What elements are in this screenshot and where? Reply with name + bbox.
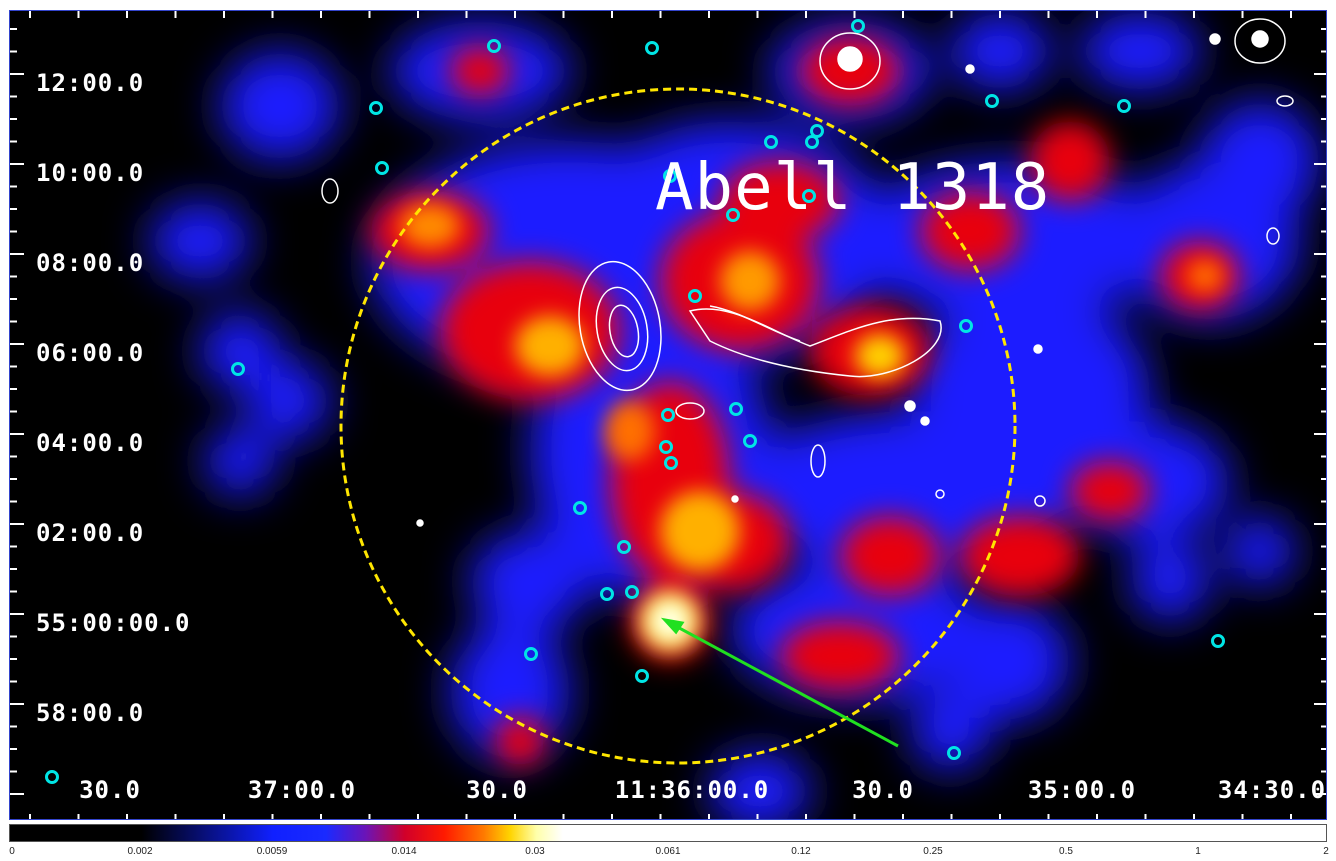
galaxy-marker (729, 402, 743, 416)
galaxy-marker (947, 746, 961, 760)
galaxy-marker (487, 39, 501, 53)
galaxy-marker (726, 208, 740, 222)
colorbar-tick: 0 (9, 846, 15, 857)
ra-label-5: 30.0 (852, 776, 914, 804)
dec-label-6: 02:00.0 (36, 519, 145, 547)
colorbar-tick: 0.0059 (256, 846, 288, 857)
galaxy-marker (635, 669, 649, 683)
galaxy-marker (1211, 634, 1225, 648)
galaxy-marker (764, 135, 778, 149)
galaxy-marker (573, 501, 587, 515)
colorbar (9, 824, 1327, 842)
ra-label-1: 30.0 (79, 776, 141, 804)
galaxy-marker (743, 434, 757, 448)
ra-label-3: 30.0 (466, 776, 528, 804)
galaxy-marker (1117, 99, 1131, 113)
galaxy-marker (985, 94, 999, 108)
ra-label-2: 37:00.0 (247, 776, 357, 804)
galaxy-marker (802, 189, 816, 203)
galaxy-marker (524, 647, 538, 661)
colorbar-tick: 0.061 (655, 846, 681, 857)
axis-ticks (10, 11, 1326, 819)
dec-label-7: 55:00:00.0 (36, 609, 191, 637)
galaxy-marker (688, 289, 702, 303)
galaxy-marker (661, 408, 675, 422)
dec-label-1: 12:00.0 (36, 69, 145, 97)
radio-contours (321, 18, 1294, 527)
galaxy-marker (375, 161, 389, 175)
dec-label-4: 06:00.0 (36, 339, 145, 367)
galaxy-marker (600, 587, 614, 601)
ra-label-4: 11:36:00.0 (614, 776, 770, 804)
colorbar-tick: 0.03 (525, 846, 545, 857)
dec-label-2: 10:00.0 (36, 159, 145, 187)
colorbar-tick: 0.25 (923, 846, 943, 857)
galaxy-marker (625, 585, 639, 599)
dec-label-3: 08:00.0 (36, 249, 145, 277)
colorbar-tick: 0.002 (127, 846, 153, 857)
galaxy-marker (851, 19, 865, 33)
galaxy-marker (664, 456, 678, 470)
ra-label-7: 34:30.0 (1217, 776, 1327, 804)
galaxy-markers (45, 19, 1225, 784)
cluster-radius-circle (339, 87, 1017, 765)
colorbar-tick: 0.5 (1059, 846, 1073, 857)
green-arrow (660, 617, 899, 748)
galaxy-marker (617, 540, 631, 554)
sky-image-panel: 12:00.0 10:00.0 08:00.0 06:00.0 04:00.0 … (9, 10, 1327, 820)
dec-label-5: 04:00.0 (36, 429, 145, 457)
galaxy-marker (369, 101, 383, 115)
galaxy-marker (805, 135, 819, 149)
xray-radio-overlay-image (10, 11, 1326, 819)
galaxy-marker (959, 319, 973, 333)
colorbar-tick: 0.12 (791, 846, 811, 857)
galaxy-marker (45, 770, 59, 784)
galaxy-marker (231, 362, 245, 376)
galaxy-marker (645, 41, 659, 55)
galaxy-marker (663, 169, 677, 183)
colorbar-tick: 0.014 (391, 846, 417, 857)
dec-label-8: 58:00.0 (36, 699, 145, 727)
colorbar-tick: 2 (1323, 846, 1329, 857)
galaxy-marker (810, 124, 824, 138)
colorbar-tick: 1 (1195, 846, 1201, 857)
galaxy-marker (659, 440, 673, 454)
ra-label-6: 35:00.0 (1027, 776, 1137, 804)
cluster-title: Abell 1318 (655, 151, 1051, 225)
